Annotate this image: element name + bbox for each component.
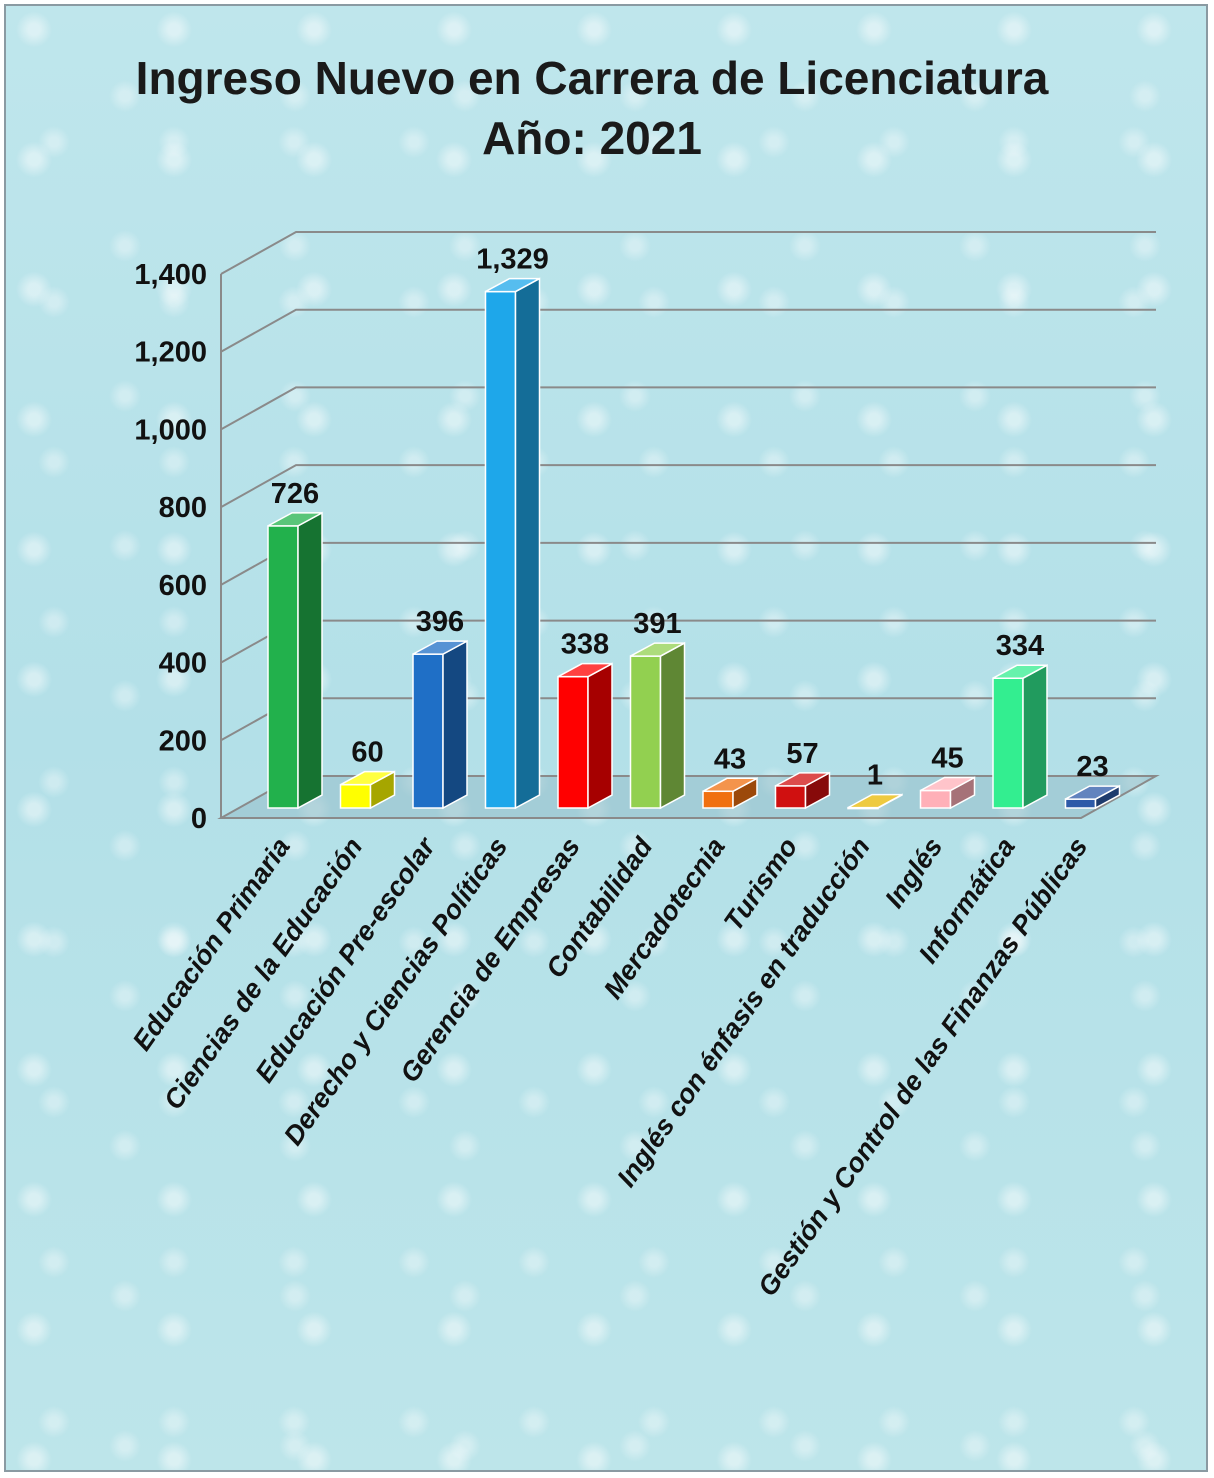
data-label: 57 [786,738,818,770]
bar-top [775,772,830,787]
y-tick-label: 800 [159,492,207,524]
bar-front [339,783,372,809]
data-label: 391 [633,608,681,640]
bar-top [412,640,468,655]
bar-side [1022,663,1048,810]
y-tick-label: 1,200 [134,337,207,369]
y-tick-label: 600 [159,570,207,602]
y-tick-label: 200 [159,725,207,757]
bar-front [702,790,734,809]
data-label: 45 [931,743,963,775]
bar-front [557,675,589,809]
chart-frame: Ingreso Nuevo en Carrera de Licenciatura… [4,4,1208,1472]
bar-front [1064,798,1097,809]
bar-front [919,789,952,809]
bar-top [992,664,1048,679]
bar-side [442,639,468,810]
bar-top [557,662,613,678]
bar-front [412,653,444,809]
bar-front [992,677,1024,809]
data-label: 1 [867,760,883,792]
bar-top [920,776,975,792]
bar-top [340,770,395,786]
x-tick-label: Inglés [879,832,948,913]
bar-top [1065,785,1120,800]
bar-side [659,641,686,810]
gridline [220,308,1156,353]
bar-front [267,525,299,809]
bar-top [702,777,758,793]
bar-side [587,662,613,810]
bar-front [629,655,662,809]
bar-chart: Ingreso Nuevo en Carrera de Licenciatura… [127,52,1160,1302]
data-label: 23 [1076,751,1108,783]
gridline [220,464,1156,509]
chart-subtitle: Año: 2021 [482,112,702,164]
data-label: 338 [561,629,609,661]
data-label: 60 [351,737,383,769]
plot-area: 02004006008001,0001,2001,400726Educación… [127,231,1160,1302]
data-label: 726 [271,478,319,510]
y-tick-label: 400 [159,648,207,680]
y-tick-label: 1,400 [134,259,207,291]
y-tick-label: 1,000 [134,414,207,446]
chart-title: Ingreso Nuevo en Carrera de Licenciatura [136,52,1049,104]
bar-top [630,642,685,657]
gridline [220,386,1156,431]
gridline [220,541,1156,586]
y-tick-label: 0 [191,803,207,835]
data-label: 396 [416,606,464,638]
bar-side [297,511,323,810]
gridline [220,231,1156,275]
bar-top [485,277,540,293]
bar-top [847,793,903,809]
data-label: 1,329 [476,244,549,276]
bar-front [484,290,517,809]
bar-front [774,785,807,809]
data-label: 43 [714,743,746,775]
data-label: 334 [996,630,1044,662]
bar-top [267,512,323,527]
bar-side [514,277,541,810]
